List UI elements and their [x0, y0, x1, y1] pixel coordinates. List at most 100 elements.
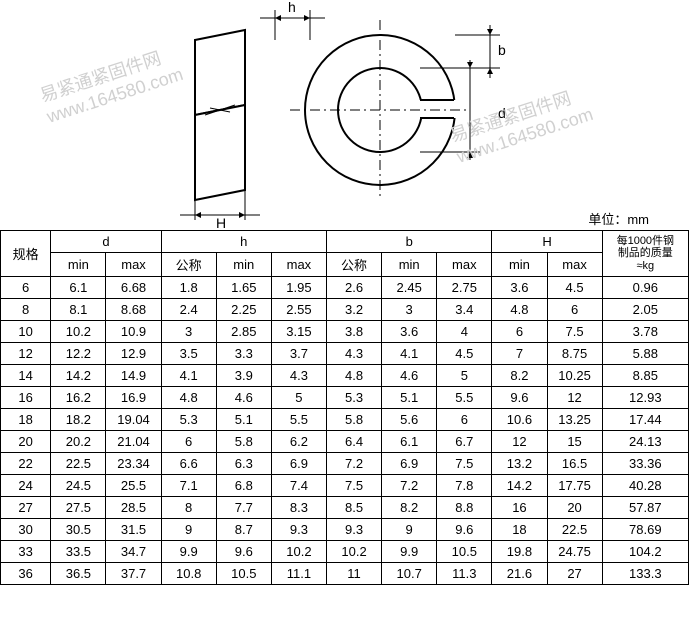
table-cell: 24.13: [602, 431, 688, 453]
table-cell: 8.8: [437, 497, 492, 519]
table-cell: 16: [492, 497, 547, 519]
table-cell: 33: [1, 541, 51, 563]
top-view: [290, 20, 470, 200]
label-H: H: [216, 215, 226, 230]
table-cell: 7.8: [437, 475, 492, 497]
table-cell: 27.5: [51, 497, 106, 519]
table-cell: 4.8: [161, 387, 216, 409]
table-cell: 8.85: [602, 365, 688, 387]
table-cell: 8.3: [271, 497, 326, 519]
th-sub: min: [216, 253, 271, 277]
table-cell: 6.9: [382, 453, 437, 475]
table-cell: 4.3: [326, 343, 381, 365]
table-cell: 2.05: [602, 299, 688, 321]
table-cell: 8.2: [382, 497, 437, 519]
th-sub: 公称: [161, 253, 216, 277]
table-row: 1010.210.932.853.153.83.6467.53.78: [1, 321, 689, 343]
table-cell: 57.87: [602, 497, 688, 519]
table-cell: 5.1: [216, 409, 271, 431]
table-cell: 3.15: [271, 321, 326, 343]
table-cell: 12: [1, 343, 51, 365]
th-sub: max: [547, 253, 602, 277]
table-cell: 6.9: [271, 453, 326, 475]
table-cell: 11.3: [437, 563, 492, 585]
table-cell: 3: [382, 299, 437, 321]
table-cell: 40.28: [602, 475, 688, 497]
table-cell: 4.5: [547, 277, 602, 299]
table-cell: 10.2: [51, 321, 106, 343]
table-cell: 10.25: [547, 365, 602, 387]
table-cell: 11.1: [271, 563, 326, 585]
table-cell: 8.2: [492, 365, 547, 387]
table-cell: 3.8: [326, 321, 381, 343]
table-row: 2020.221.0465.86.26.46.16.7121524.13: [1, 431, 689, 453]
th-b: b: [326, 231, 491, 253]
table-cell: 10.8: [161, 563, 216, 585]
table-cell: 6.3: [216, 453, 271, 475]
th-weight: 每1000件钢 制品的质量 ≈kg: [602, 231, 688, 277]
th-sub: 公称: [326, 253, 381, 277]
table-cell: 78.69: [602, 519, 688, 541]
table-cell: 4.8: [492, 299, 547, 321]
table-cell: 8.75: [547, 343, 602, 365]
table-cell: 4.6: [216, 387, 271, 409]
table-cell: 7.2: [326, 453, 381, 475]
table-cell: 3.3: [216, 343, 271, 365]
table-cell: 2.6: [326, 277, 381, 299]
table-row: 1818.219.045.35.15.55.85.6610.613.2517.4…: [1, 409, 689, 431]
table-cell: 30.5: [51, 519, 106, 541]
table-cell: 22.5: [51, 453, 106, 475]
table-cell: 14.2: [492, 475, 547, 497]
th-H: H: [492, 231, 602, 253]
table-cell: 9.9: [161, 541, 216, 563]
table-cell: 2.85: [216, 321, 271, 343]
table-cell: 16.9: [106, 387, 161, 409]
table-cell: 21.6: [492, 563, 547, 585]
table-row: 2424.525.57.16.87.47.57.27.814.217.7540.…: [1, 475, 689, 497]
table-cell: 8.7: [216, 519, 271, 541]
table-cell: 16: [1, 387, 51, 409]
th-h: h: [161, 231, 326, 253]
table-cell: 5: [437, 365, 492, 387]
side-view: [195, 30, 245, 200]
table-cell: 9.9: [382, 541, 437, 563]
table-cell: 4.6: [382, 365, 437, 387]
table-cell: 13.25: [547, 409, 602, 431]
th-sub: min: [492, 253, 547, 277]
table-cell: 5.6: [382, 409, 437, 431]
table-cell: 20: [547, 497, 602, 519]
table-cell: 10: [1, 321, 51, 343]
table-cell: 9.3: [326, 519, 381, 541]
table-cell: 6.68: [106, 277, 161, 299]
table-row: 88.18.682.42.252.553.233.44.862.05: [1, 299, 689, 321]
table-cell: 1.95: [271, 277, 326, 299]
table-cell: 6.1: [51, 277, 106, 299]
table-cell: 9.6: [437, 519, 492, 541]
table-cell: 6.6: [161, 453, 216, 475]
table-cell: 18: [492, 519, 547, 541]
table-cell: 3.78: [602, 321, 688, 343]
table-cell: 12: [492, 431, 547, 453]
table-cell: 16.2: [51, 387, 106, 409]
table-cell: 6.8: [216, 475, 271, 497]
table-cell: 11: [326, 563, 381, 585]
table-cell: 17.75: [547, 475, 602, 497]
table-cell: 12.93: [602, 387, 688, 409]
table-cell: 10.6: [492, 409, 547, 431]
table-cell: 6.4: [326, 431, 381, 453]
th-d: d: [51, 231, 161, 253]
table-cell: 5.5: [437, 387, 492, 409]
table-cell: 15: [547, 431, 602, 453]
table-cell: 12.9: [106, 343, 161, 365]
table-cell: 9.6: [492, 387, 547, 409]
table-row: 2222.523.346.66.36.97.26.97.513.216.533.…: [1, 453, 689, 475]
table-cell: 21.04: [106, 431, 161, 453]
table-cell: 27: [1, 497, 51, 519]
table-cell: 3.6: [382, 321, 437, 343]
table-row: 1212.212.93.53.33.74.34.14.578.755.88: [1, 343, 689, 365]
table-cell: 7: [492, 343, 547, 365]
table-cell: 8.5: [326, 497, 381, 519]
table-row: 3636.537.710.810.511.11110.711.321.62713…: [1, 563, 689, 585]
table-cell: 10.7: [382, 563, 437, 585]
th-sub: max: [437, 253, 492, 277]
